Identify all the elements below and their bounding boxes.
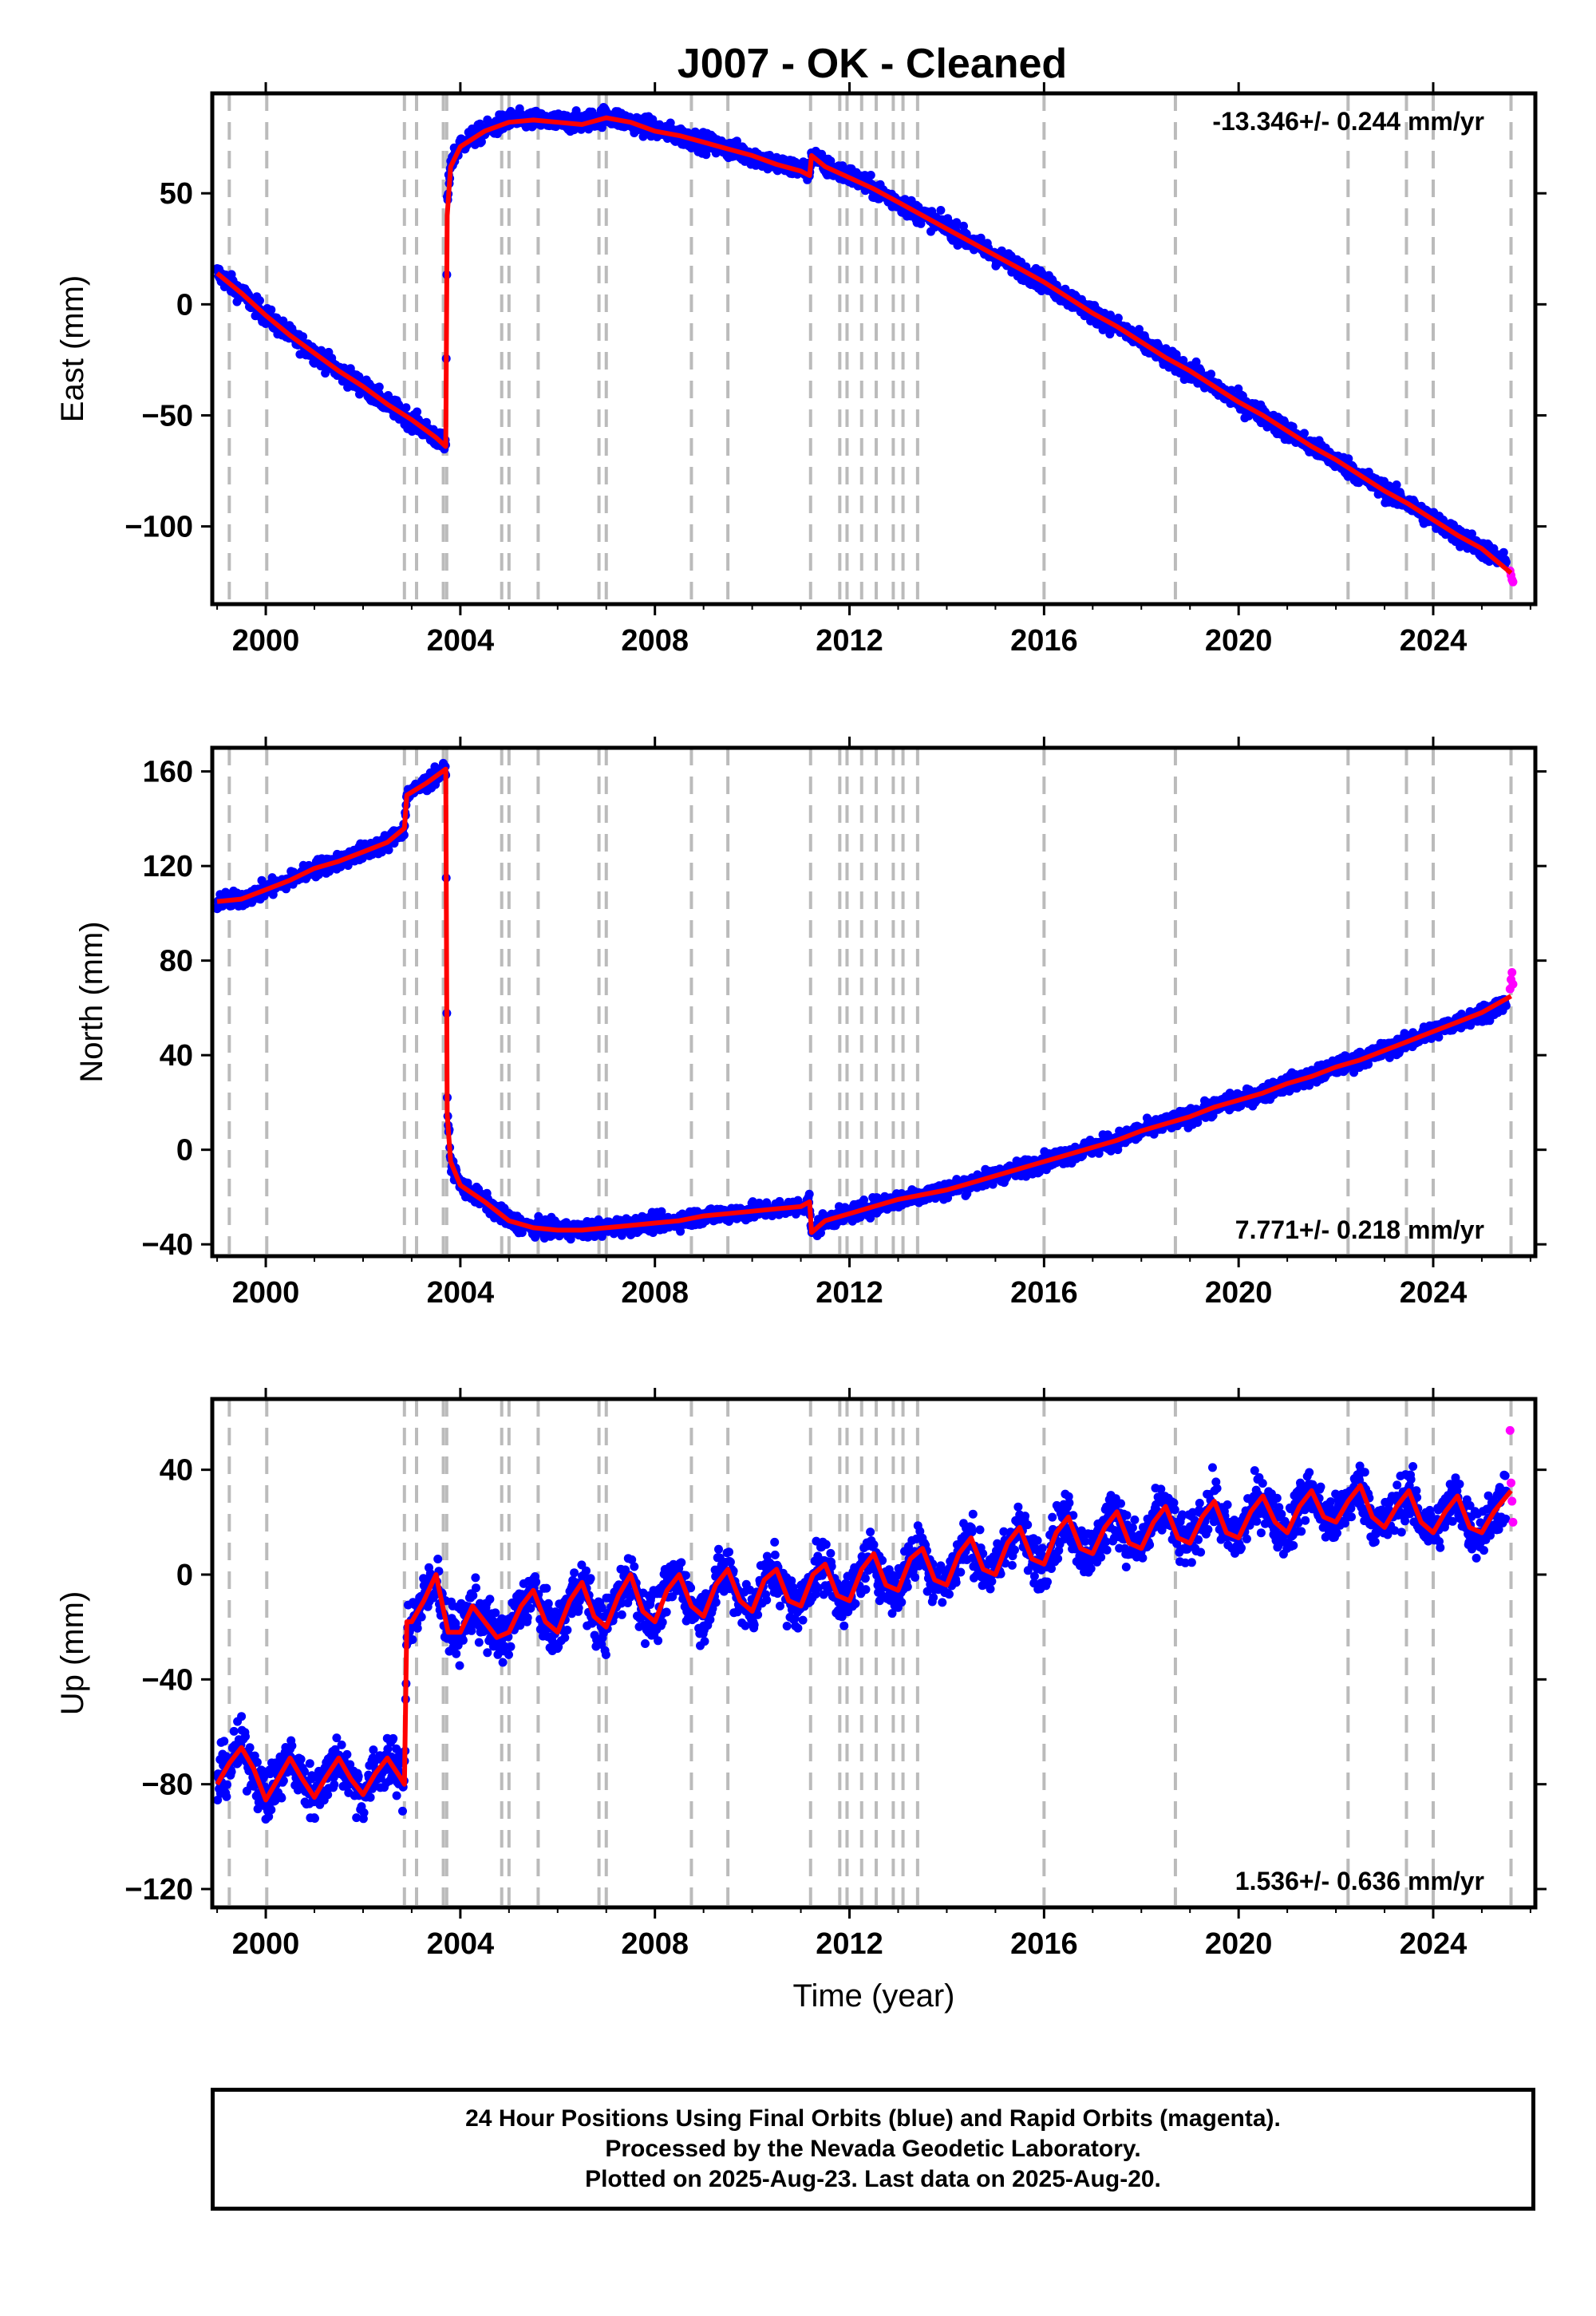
final-orbit-point [1300, 429, 1309, 438]
x-tick-label: 2012 [816, 624, 883, 658]
y-tick-label: 0 [176, 288, 193, 322]
y-tick-label: 50 [160, 177, 193, 211]
final-orbit-point [952, 218, 962, 227]
x-tick-label: 2024 [1400, 624, 1468, 658]
plot-frame [210, 91, 1538, 607]
final-orbit-point [1191, 357, 1201, 366]
final-orbit-point [255, 296, 264, 306]
panel-east: 2000 2004 2008 2012 2016 2020 2024 −100 −50 0 50 Ea… [55, 82, 1547, 658]
final-orbit-point [1392, 480, 1401, 489]
plot-area [212, 103, 1518, 587]
final-orbit-point [267, 305, 276, 314]
final-orbit-point [1207, 370, 1216, 379]
x-tick-label: 2016 [1010, 624, 1078, 658]
model-fit-line [215, 115, 1513, 575]
panel-north: 2000 2004 2008 2012 2016 2020 2024−40040801201… [74, 737, 1547, 1310]
x-tick-label: 2004 [427, 624, 495, 658]
final-orbit-point [571, 106, 581, 116]
panels: 2000 2004 2008 2012 2016 2020 2024 −100 −50 0 50 Ea… [55, 82, 1547, 2014]
final-orbit-point [413, 407, 422, 417]
final-orbit-point [1227, 385, 1236, 395]
final-orbit-point [1113, 314, 1123, 322]
final-orbit-point [401, 403, 411, 413]
final-orbit-point [1094, 1148, 1104, 1158]
final-orbit-point [377, 848, 386, 857]
y-axis-label: East (mm) [55, 275, 90, 422]
final-orbit-point [816, 1228, 825, 1238]
final-orbit-point [866, 171, 875, 180]
final-orbit-point [384, 845, 393, 855]
figure-title: J007 - OK - Cleaned [678, 41, 1067, 87]
x-tick-label: 2020 [1205, 624, 1273, 658]
final-orbit-point [976, 233, 986, 243]
x-tick-label: 2008 [621, 624, 689, 658]
final-orbit-point [936, 206, 946, 215]
final-orbit-point [1106, 1146, 1116, 1156]
final-orbit-point [534, 1211, 543, 1221]
plot-area [212, 758, 1518, 1244]
x-tick-label: 2000 [232, 624, 300, 658]
final-orbit-point [859, 1196, 869, 1204]
final-orbit-point [804, 1189, 814, 1199]
y-tick-label: −100 [124, 511, 193, 544]
y-tick-label: −50 [142, 399, 193, 433]
final-orbit-point [1499, 547, 1508, 557]
final-orbit-point [476, 137, 486, 147]
final-orbit-point [732, 136, 741, 146]
final-orbit-point [676, 1227, 685, 1236]
velocity-rate-label: -13.346+/- 0.244 mm/yr [1212, 107, 1484, 136]
final-orbit-point [374, 382, 384, 392]
rapid-orbit-point [1508, 577, 1518, 587]
